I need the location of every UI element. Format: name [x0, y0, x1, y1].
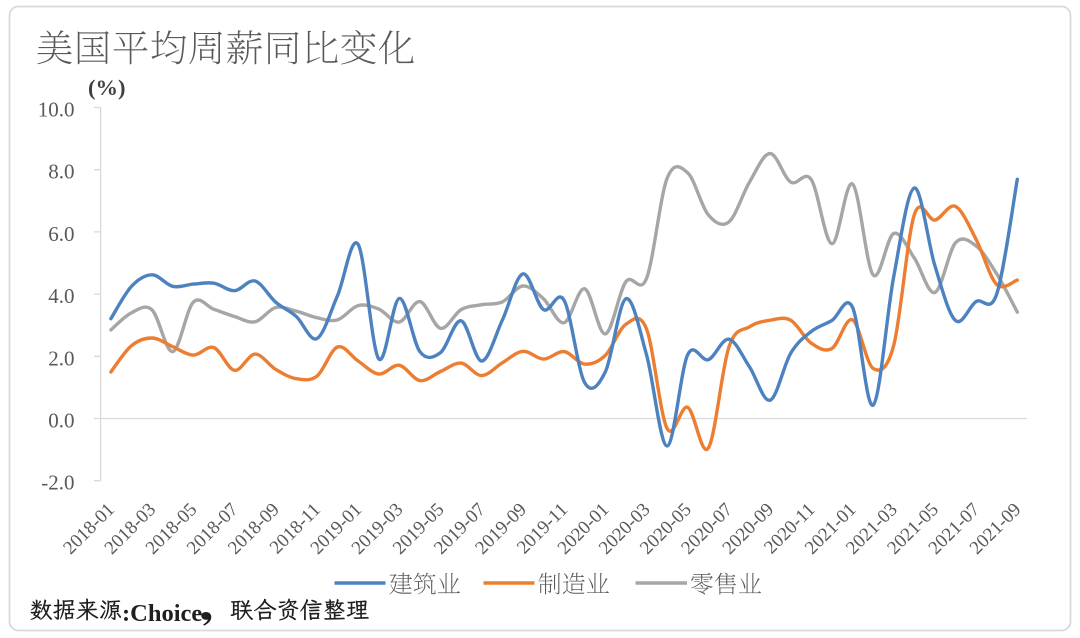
svg-text:(%): (%) [88, 75, 126, 100]
svg-text:0.0: 0.0 [48, 409, 74, 433]
svg-text:4.0: 4.0 [48, 284, 74, 308]
svg-text:2.0: 2.0 [48, 346, 74, 370]
svg-text:10.0: 10.0 [38, 98, 75, 122]
svg-text:6.0: 6.0 [48, 222, 74, 246]
svg-text:-2.0: -2.0 [41, 471, 74, 495]
svg-text::Choice: :Choice [122, 600, 202, 627]
svg-text:8.0: 8.0 [48, 160, 74, 184]
